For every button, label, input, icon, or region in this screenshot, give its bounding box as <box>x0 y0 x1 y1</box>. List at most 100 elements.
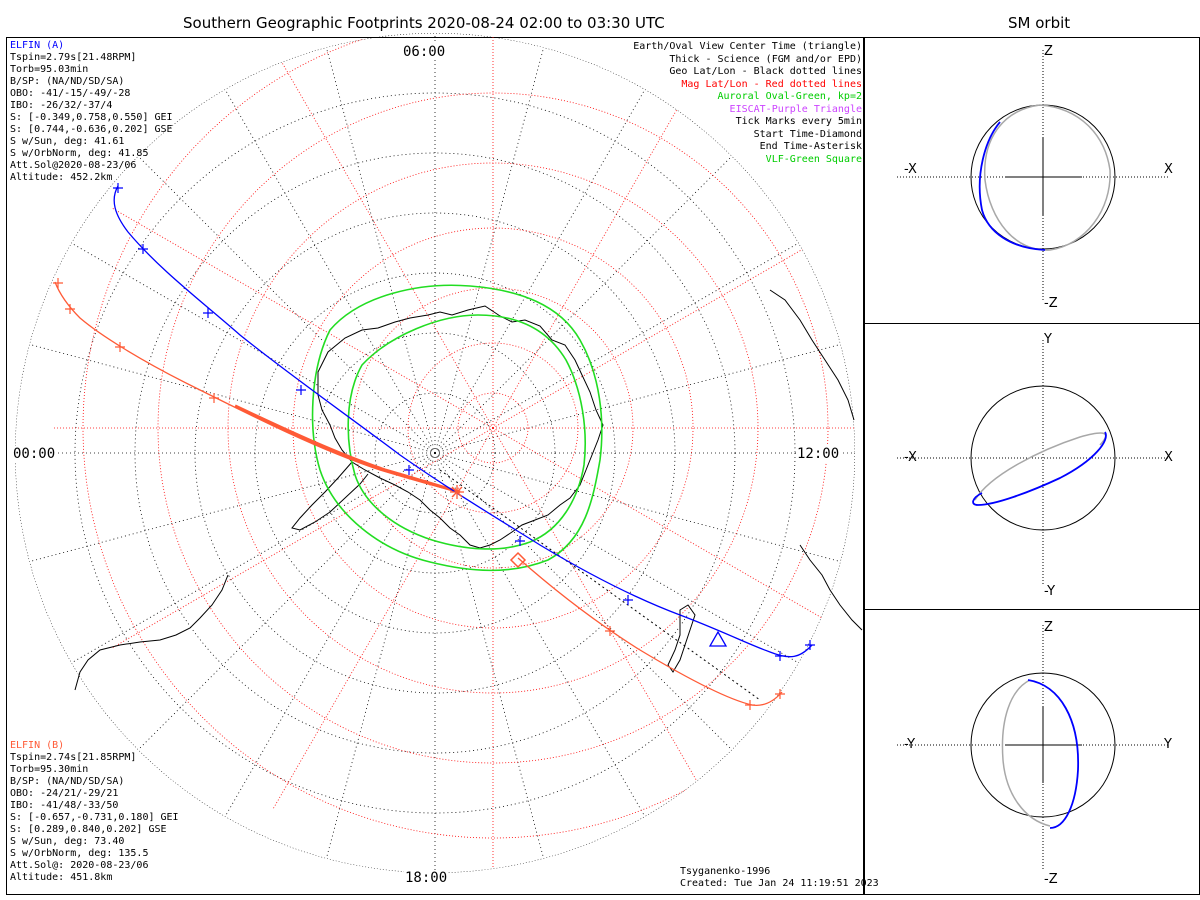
tick-mark <box>203 308 213 318</box>
antarctic-peninsula <box>291 461 369 531</box>
view-center-triangle <box>708 630 728 647</box>
elfin-a-name: ELFIN (A) <box>10 40 65 51</box>
legend-item: End Time-Asterisk <box>759 141 862 152</box>
elfin-b-tick-marks <box>53 278 785 710</box>
elfin-a-line: Att.Sol@2020-08-23/06 <box>10 160 137 171</box>
tick-mark <box>113 183 123 193</box>
elfin-b-line: Torb=95.30min <box>10 764 89 775</box>
elfin-a-line: IBO: -26/32/-37/4 <box>10 100 113 111</box>
tick-mark <box>775 651 785 661</box>
elfin-a-line: Torb=95.03min <box>10 64 89 75</box>
tick-mark <box>745 700 755 710</box>
south-america-coastline <box>74 574 229 691</box>
legend-item: EISCAT-Purple Triangle <box>729 103 862 115</box>
elfin-a-line: OBO: -41/-15/-49/-28 <box>10 88 131 99</box>
tick-mark <box>515 536 525 546</box>
tick-mark <box>53 278 63 288</box>
panel-yz-top-label: Z <box>1044 620 1053 635</box>
mag-meridian <box>272 46 494 429</box>
elfin-b-line: IBO: -41/48/-33/50 <box>10 800 119 811</box>
antarctica-coastline <box>317 305 604 549</box>
time-label-top: 06:00 <box>402 44 447 60</box>
elfin-b-science-segment <box>234 404 461 494</box>
elfin-a-line: Tspin=2.79s[21.48RPM] <box>10 52 137 63</box>
panel-xz-left-label: -X <box>904 162 917 177</box>
tick-mark <box>209 393 219 403</box>
orbit-yz-gray <box>1001 679 1051 827</box>
footer-model: Tsyganenko-1996 <box>680 866 771 877</box>
elfin-b-name: ELFIN (B) <box>10 740 65 751</box>
auroral-oval-inner <box>347 314 586 550</box>
mag-meridian <box>111 207 494 429</box>
mag-meridian <box>272 427 494 810</box>
orbit-xz-blue <box>978 121 1046 251</box>
tick-mark <box>115 342 125 352</box>
tick-mark <box>775 689 785 699</box>
tick-mark <box>623 595 633 605</box>
mag-latitude-circle <box>157 92 829 764</box>
africa-coastline <box>769 289 855 421</box>
footer-created: Created: Tue Jan 24 11:19:51 2023 <box>680 878 879 889</box>
mag-latitude-circle <box>82 33 855 839</box>
australia-coastline <box>799 544 863 631</box>
tick-mark <box>805 640 815 650</box>
elfin-b-line: S w/OrbNorm, deg: 135.5 <box>10 848 149 859</box>
elfin-a-line: S: [0.744,-0.636,0.202] GSE <box>10 124 173 135</box>
elfin-b-line: S: [-0.657,-0.731,0.180] GEI <box>10 812 179 823</box>
mag-meridian <box>492 46 714 429</box>
mag-latitude-circle <box>352 287 634 569</box>
elfin-b-end-asterisk <box>450 485 464 499</box>
legend-item: VLF-Green Square <box>765 153 862 165</box>
panel-xz-top-label: Z <box>1044 44 1053 59</box>
panel-xy-left-label: -X <box>904 450 917 465</box>
tick-mark <box>65 304 75 314</box>
tick-mark <box>404 465 414 475</box>
legend-item: Tick Marks every 5min <box>735 116 862 127</box>
elfin-a-line: S w/Sun, deg: 41.61 <box>10 136 125 147</box>
legend-item: Thick - Science (FGM and/or EPD) <box>669 53 862 65</box>
panel-xz-plot <box>897 50 1170 300</box>
elfin-b-line: Att.Sol@: 2020-08-23/06 <box>10 860 149 871</box>
panel-xy-plot <box>897 340 1170 585</box>
panel-xy-right-label: X <box>1164 450 1173 465</box>
panel-xz-bottom-label: -Z <box>1044 296 1058 311</box>
tick-mark <box>296 385 306 395</box>
new-zealand-coastline <box>667 604 696 673</box>
elfin-b-line: Tspin=2.74s[21.85RPM] <box>10 752 137 763</box>
elfin-a-info: ELFIN (A) Tspin=2.79s[21.48RPM] Torb=95.… <box>10 40 173 184</box>
elfin-a-line: B/SP: (NA/ND/SD/SA) <box>10 76 125 87</box>
elfin-a-track <box>113 185 813 658</box>
elfin-b-line: Altitude: 451.8km <box>10 872 113 883</box>
panel-yz-bottom-label: -Z <box>1044 872 1058 887</box>
elfin-b-line: B/SP: (NA/ND/SD/SA) <box>10 776 125 787</box>
panel-xy-top-label: Y <box>1044 332 1052 347</box>
orbit-xy-gray <box>974 432 1107 501</box>
mag-meridian <box>492 427 855 649</box>
legend: Earth/Oval View Center Time (triangle) T… <box>633 41 862 166</box>
geo-mag-grid <box>15 33 855 873</box>
elfin-a-line: Altitude: 452.2km <box>10 172 113 183</box>
panel-xy-bottom-label: -Y <box>1044 584 1056 599</box>
mag-latitude-circle <box>457 392 529 464</box>
panel-xz-right-label: X <box>1164 162 1173 177</box>
legend-item: Auroral Oval-Green, kp=2 <box>717 91 863 102</box>
orbit-xz-gray <box>983 104 1111 251</box>
mag-meridian <box>492 427 714 810</box>
map-frame <box>6 37 864 895</box>
elfin-b-line: S: [0.289,0.840,0.202] GSE <box>10 824 167 835</box>
sm-orbit-title: SM orbit <box>1008 14 1071 32</box>
mag-latitude-circle <box>292 227 694 629</box>
legend-item: Geo Lat/Lon - Black dotted lines <box>669 66 862 77</box>
elfin-b-line: OBO: -24/21/-29/21 <box>10 788 119 799</box>
time-label-left: 00:00 <box>12 446 57 462</box>
panel-yz-right-label: Y <box>1164 737 1172 752</box>
legend-item: Start Time-Diamond <box>753 128 862 140</box>
main-title: Southern Geographic Footprints 2020-08-2… <box>183 14 665 32</box>
panel-yz-left-label: -Y <box>904 737 916 752</box>
legend-item: Earth/Oval View Center Time (triangle) <box>633 41 862 52</box>
time-label-bottom: 18:00 <box>404 870 449 886</box>
elfin-b-info: ELFIN (B) Tspin=2.74s[21.85RPM] Torb=95.… <box>10 740 179 884</box>
elfin-a-tick-marks <box>113 183 815 661</box>
